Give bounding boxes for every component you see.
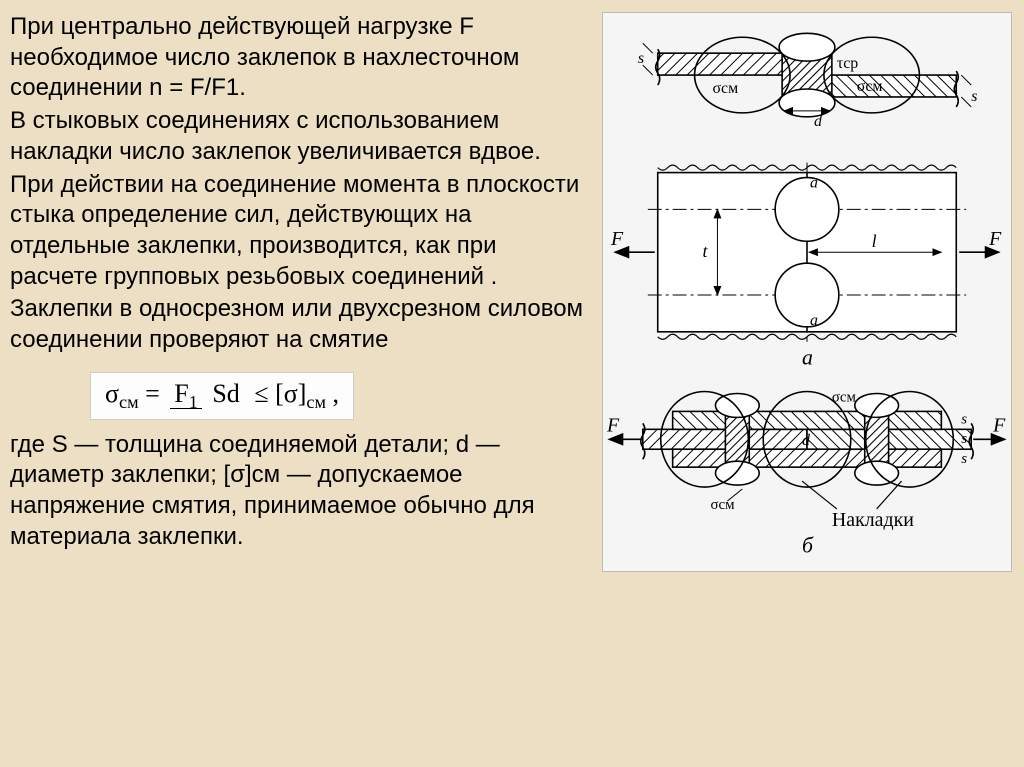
label-F-left: F [610,228,624,250]
label-sigma1: σсм [857,78,883,95]
label-a: а [802,345,813,370]
formula-rhs: ≤ [σ]см [254,379,326,408]
paragraph-4: Заклепки в односрезном или двухсрезном с… [10,294,590,355]
diagram-top: s s τср σсм σсм d [638,33,978,130]
label-sigma4: σсм [710,497,735,513]
formula-box: σсм = F1 Sd ≤ [σ]см , [90,372,354,420]
label-d2: d [802,432,810,449]
label-s4: s [961,431,967,447]
equals: = [145,379,166,408]
diagram-middle: F F a a t l а [610,163,1002,370]
label-a-bot: a [810,312,818,329]
text-column: При центрально действующей нагрузке F не… [10,12,590,555]
label-s5: s [961,451,967,467]
label-d1: d [814,113,822,130]
label-s3: s [961,411,967,427]
label-F-left2: F [606,414,620,436]
formula-lhs: σсм [105,379,139,408]
label-F-right2: F [992,414,1006,436]
diagram-svg: s s τср σсм σсм d F F a a t [603,13,1011,571]
label-s2: s [971,88,977,105]
label-sigma3: σсм [832,389,857,405]
label-b: б [802,533,814,558]
label-F-right: F [988,228,1002,250]
paragraph-3: При действии на соединение момента в пло… [10,170,590,293]
label-a-top: a [810,175,818,192]
paragraph-1: При центрально действующей нагрузке F не… [10,12,590,104]
diagram-panel: s s τср σсм σсм d F F a a t [602,12,1012,572]
formula-fraction: F1 Sd [170,377,244,414]
label-l: l [872,231,877,251]
label-tau: τср [837,55,858,72]
label-sigma2: σсм [712,80,738,97]
label-overlays: Накладки [832,509,914,531]
paragraph-5: где S — толщина соединяемой детали; d — … [10,430,590,553]
diagram-bottom: F F σсм σсм d s s s Накладки б [606,389,1006,557]
label-s1: s [638,50,644,67]
paragraph-2: В стыковых соединениях с использованием … [10,106,590,167]
